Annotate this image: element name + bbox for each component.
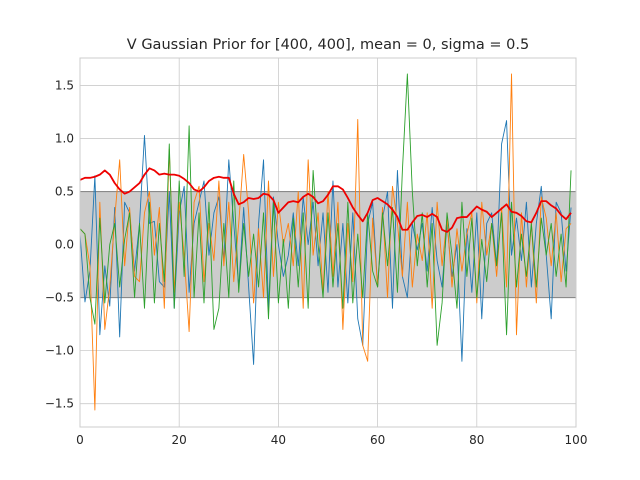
y-tick-label: 0.0 [55, 238, 74, 252]
y-tick-label: −1.5 [45, 397, 74, 411]
y-tick-label: 1.0 [55, 132, 74, 146]
x-tick-label: 0 [76, 433, 84, 447]
x-tick-label: 100 [565, 433, 588, 447]
y-axis-ticks: −1.5 −1.0 −0.5 0.0 0.5 1.0 1.5 [45, 79, 74, 411]
plot-frame [79, 57, 577, 428]
y-tick-label: −0.5 [45, 291, 74, 305]
x-axis-ticks: 0 20 40 60 80 100 [76, 433, 587, 447]
series-lines [79, 73, 572, 411]
y-tick-label: −1.0 [45, 344, 74, 358]
y-tick-label: 1.5 [55, 79, 74, 93]
chart-title: V Gaussian Prior for [400, 400], mean = … [127, 37, 529, 53]
x-tick-label: 80 [469, 433, 484, 447]
series-line-4 [79, 167, 572, 233]
series-line-3 [79, 73, 572, 346]
x-tick-label: 20 [172, 433, 187, 447]
x-tick-label: 40 [271, 433, 286, 447]
y-tick-label: 0.5 [55, 185, 74, 199]
x-tick-label: 60 [370, 433, 385, 447]
